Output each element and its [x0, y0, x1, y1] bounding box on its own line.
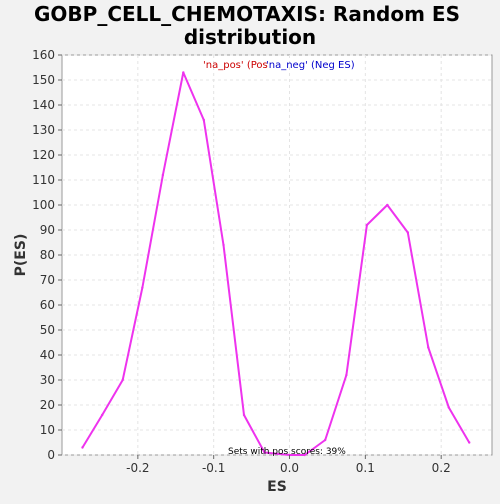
data-point [345, 373, 348, 377]
data-point [121, 378, 124, 382]
pos-scores-annotation: Sets with pos scores: 39% [228, 447, 346, 457]
y-tick-label: 90 [40, 223, 55, 237]
y-tick-label: 40 [40, 348, 55, 362]
y-tick-label: 70 [40, 273, 55, 287]
legend-pos-label: 'na_pos' (Pos [203, 60, 268, 71]
y-tick-label: 80 [40, 248, 55, 262]
data-point [406, 231, 410, 234]
data-point [263, 451, 266, 454]
y-tick-label: 100 [32, 198, 55, 212]
data-point [323, 438, 327, 442]
y-tick-label: 20 [40, 398, 55, 412]
x-tick-label: 0.0 [280, 461, 299, 475]
x-axis-label: ES [267, 479, 287, 495]
data-point [100, 413, 104, 417]
data-point [365, 223, 369, 227]
data-point [303, 453, 306, 457]
data-point [222, 243, 225, 247]
chart-title-line-2: distribution [184, 25, 316, 49]
legend-neg-label: 'na_neg' (Neg ES) [266, 60, 355, 71]
y-tick-label: 60 [40, 298, 55, 312]
data-point [161, 173, 165, 177]
data-point [468, 441, 471, 444]
plot-area [61, 54, 493, 456]
y-tick-label: 160 [32, 48, 55, 62]
y-tick-label: 140 [32, 98, 55, 112]
x-tick-label: 0.2 [432, 461, 451, 475]
y-tick-label: 10 [40, 423, 55, 437]
y-tick-label: 50 [40, 323, 55, 337]
chart-title-line-1: GOBP_CELL_CHEMOTAXIS: Random ES [34, 2, 460, 26]
series-layer [81, 71, 471, 457]
y-tick-label: 150 [32, 73, 55, 87]
y-tick-label: 130 [32, 123, 55, 137]
x-tick-label: 0.1 [356, 461, 375, 475]
data-point [182, 71, 185, 74]
x-tick-label: -0.2 [126, 461, 149, 475]
y-tick-label: 0 [47, 448, 55, 462]
grid [62, 54, 492, 456]
data-point [81, 446, 84, 449]
data-point [242, 413, 246, 417]
data-point [141, 286, 144, 289]
y-axis-label: P(ES) [13, 234, 29, 277]
data-point [427, 346, 430, 349]
data-point [447, 406, 450, 409]
data-point [202, 118, 206, 122]
axes: 0 10 20 30 40 50 60 70 80 90 100 110 120 130 140 150 160… [32, 48, 451, 475]
data-point [386, 203, 389, 207]
series-line [81, 71, 471, 456]
y-tick-label: 120 [32, 148, 55, 162]
x-tick-label: -0.1 [202, 461, 225, 475]
y-tick-label: 110 [32, 173, 55, 187]
y-tick-label: 30 [40, 373, 55, 387]
